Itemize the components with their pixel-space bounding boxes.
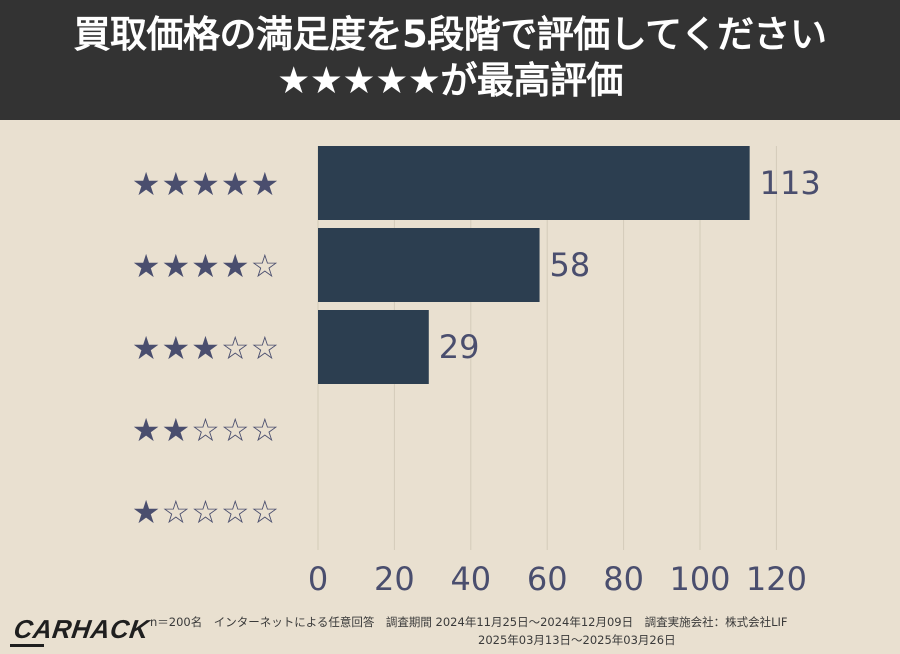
x-tick-label: 40 xyxy=(450,560,491,598)
x-tick-label: 20 xyxy=(374,560,415,598)
footer: CARHACK n＝200名 インターネットによる任意回答 調査期間 2024年… xyxy=(0,610,900,654)
bar xyxy=(318,310,429,384)
bar-chart: ★★★★★ 113 ★★★★☆ 58 ★★★☆☆ 29 ★★☆☆☆ ★☆☆☆☆ 0 20 40 60… xyxy=(132,146,821,598)
x-tick-label: 0 xyxy=(308,560,328,598)
survey-meta-line2: 2025年03月13日〜2025年03月26日 xyxy=(478,633,676,647)
logo-underline xyxy=(10,644,44,647)
chart-header: 買取価格の満足度を5段階で評価してください ★★★★★が最高評価 xyxy=(0,0,900,120)
chart-title-line2: ★★★★★が最高評価 xyxy=(277,59,623,102)
bar-value-label: 58 xyxy=(550,246,591,284)
bar xyxy=(318,228,540,302)
x-tick-label: 120 xyxy=(746,560,807,598)
survey-meta-line1: n＝200名 インターネットによる任意回答 調査期間 2024年11月25日〜2… xyxy=(150,615,788,629)
star-rating-label: ★★★★★ xyxy=(132,165,280,203)
x-tick-label: 80 xyxy=(603,560,644,598)
star-rating-label: ★★☆☆☆ xyxy=(132,411,280,449)
carhack-logo: CARHACK xyxy=(11,614,152,644)
x-tick-label: 60 xyxy=(527,560,568,598)
star-rating-label: ★★★☆☆ xyxy=(132,329,280,367)
chart-title-line1: 買取価格の満足度を5段階で評価してください xyxy=(73,13,827,56)
bar-value-label: 29 xyxy=(439,328,480,366)
x-tick-label: 100 xyxy=(669,560,730,598)
bar-value-label: 113 xyxy=(760,164,821,202)
star-rating-label: ★☆☆☆☆ xyxy=(132,493,280,531)
bar xyxy=(318,146,750,220)
star-rating-label: ★★★★☆ xyxy=(132,247,280,285)
